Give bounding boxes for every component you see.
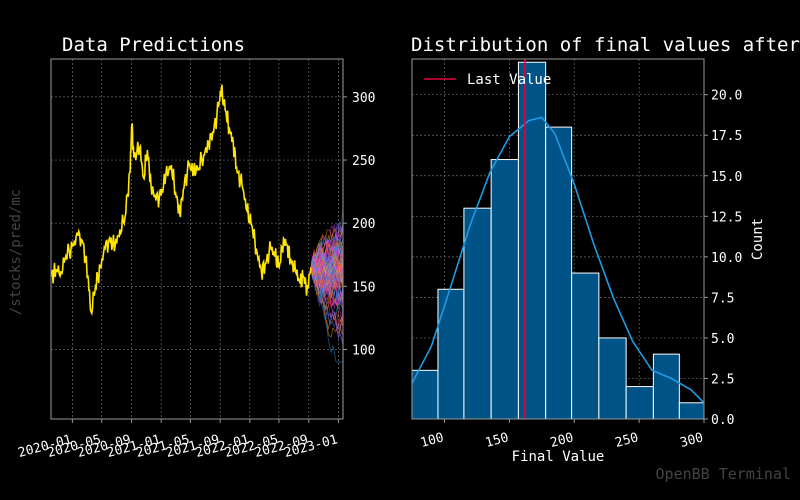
histogram-bar	[625, 386, 654, 420]
forecast-path	[310, 252, 344, 299]
right-x-tick-label: 200	[549, 430, 576, 451]
legend-last-value-label: Last Value	[467, 72, 551, 88]
side-label: /stocks/pred/mc	[8, 189, 24, 315]
forecast-path	[310, 239, 344, 269]
histogram-bars	[411, 61, 705, 420]
histogram-panel: Distribution of final values after Last …	[411, 34, 800, 465]
histogram-bar	[652, 353, 680, 420]
forecast-path	[310, 267, 343, 363]
legend: Last Value	[424, 72, 551, 88]
left-chart-title: Data Predictions	[62, 34, 245, 56]
histogram-bar	[411, 369, 439, 420]
forecast-path	[310, 259, 344, 322]
right-y-tick-label: 10.0	[711, 251, 742, 266]
forecast-path	[310, 247, 344, 277]
right-axes-frame	[411, 58, 705, 420]
left-y-tick-labels: 100 150 200 250 300	[352, 91, 375, 359]
x-axis-label: Final Value	[512, 449, 605, 465]
left-y-tick-label: 150	[352, 280, 375, 295]
left-y-tick-label: 200	[352, 217, 375, 232]
forecast-paths	[310, 209, 344, 363]
right-y-tick-label: 5.0	[711, 332, 734, 347]
histogram-bar	[463, 207, 492, 420]
histogram-bar	[490, 159, 519, 420]
left-y-tick-label: 300	[352, 91, 375, 106]
right-y-tick-label: 2.5	[711, 372, 734, 387]
kde-curve	[411, 116, 705, 404]
price-history-line	[50, 84, 312, 317]
histogram-bar	[571, 272, 600, 420]
forecast-path	[310, 236, 344, 277]
histogram-bar	[517, 61, 547, 420]
left-x-tick-labels: 2020-012020-052020-092021-012021-052021-…	[17, 432, 340, 461]
right-x-tick-label: 100	[419, 430, 446, 451]
forecast-path	[310, 224, 344, 268]
right-y-tick-label: 12.5	[711, 210, 742, 225]
y-axis-label: Count	[750, 218, 766, 260]
histogram-bar	[598, 337, 627, 420]
right-x-tick-label: 300	[678, 430, 705, 451]
right-y-tick-label: 7.5	[711, 291, 734, 306]
right-x-tick-labels: 100 150 200 250 300	[419, 430, 705, 451]
left-gridlines	[51, 59, 347, 423]
histogram-bar	[678, 402, 705, 420]
right-x-tick-label: 150	[484, 430, 511, 451]
right-chart-title: Distribution of final values after	[411, 34, 800, 56]
right-x-tick-label: 250	[614, 430, 641, 451]
left-y-tick-label: 250	[352, 154, 375, 169]
right-y-tick-labels: 0.0 2.5 5.0 7.5 10.0 12.5 15.0 17.5 20.0	[711, 89, 742, 428]
right-y-tick-label: 15.0	[711, 170, 742, 185]
right-y-tick-label: 0.0	[711, 413, 734, 428]
left-axes-frame	[50, 58, 344, 420]
watermark: OpenBB Terminal	[656, 465, 791, 483]
histogram-bar	[545, 126, 573, 420]
forecast-path	[310, 260, 344, 282]
right-y-tick-label: 17.5	[711, 129, 742, 144]
forecast-path	[310, 255, 344, 291]
right-y-tick-label: 20.0	[711, 89, 742, 104]
forecast-path	[310, 267, 344, 325]
left-y-tick-label: 100	[352, 344, 375, 359]
histogram-bar	[437, 288, 465, 420]
